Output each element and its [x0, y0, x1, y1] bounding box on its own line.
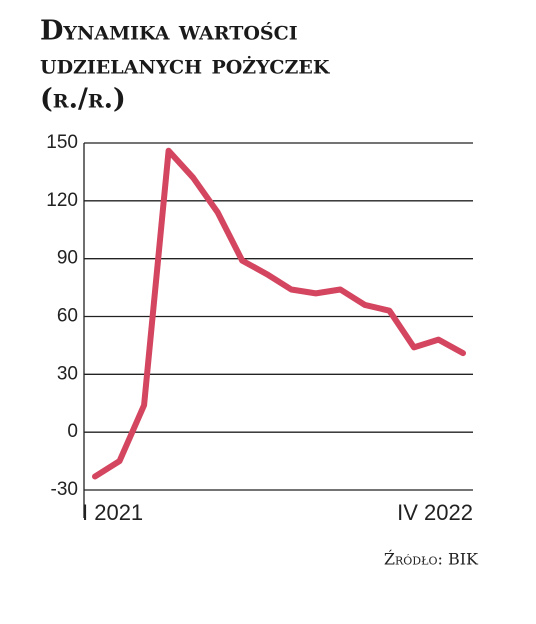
- chart-title: udzielanych pożyczek: [40, 50, 331, 81]
- data-line: [92, 147, 466, 480]
- x-tick-label: IV 2022: [397, 500, 473, 525]
- y-tick-label: 60: [57, 306, 78, 327]
- y-tick-label: 150: [46, 132, 78, 153]
- y-tick-label: -30: [51, 479, 78, 500]
- x-tick-label: I 2021: [82, 500, 143, 525]
- chart-title: Dynamika wartości: [40, 16, 298, 47]
- y-tick-label: 30: [57, 363, 78, 384]
- source: Źródło: BIK: [384, 549, 479, 569]
- chart-subtitle: (r./r.): [40, 84, 126, 115]
- y-tick-label: 120: [46, 190, 78, 211]
- y-tick-label: 0: [67, 421, 78, 442]
- y-tick-label: 90: [57, 248, 78, 269]
